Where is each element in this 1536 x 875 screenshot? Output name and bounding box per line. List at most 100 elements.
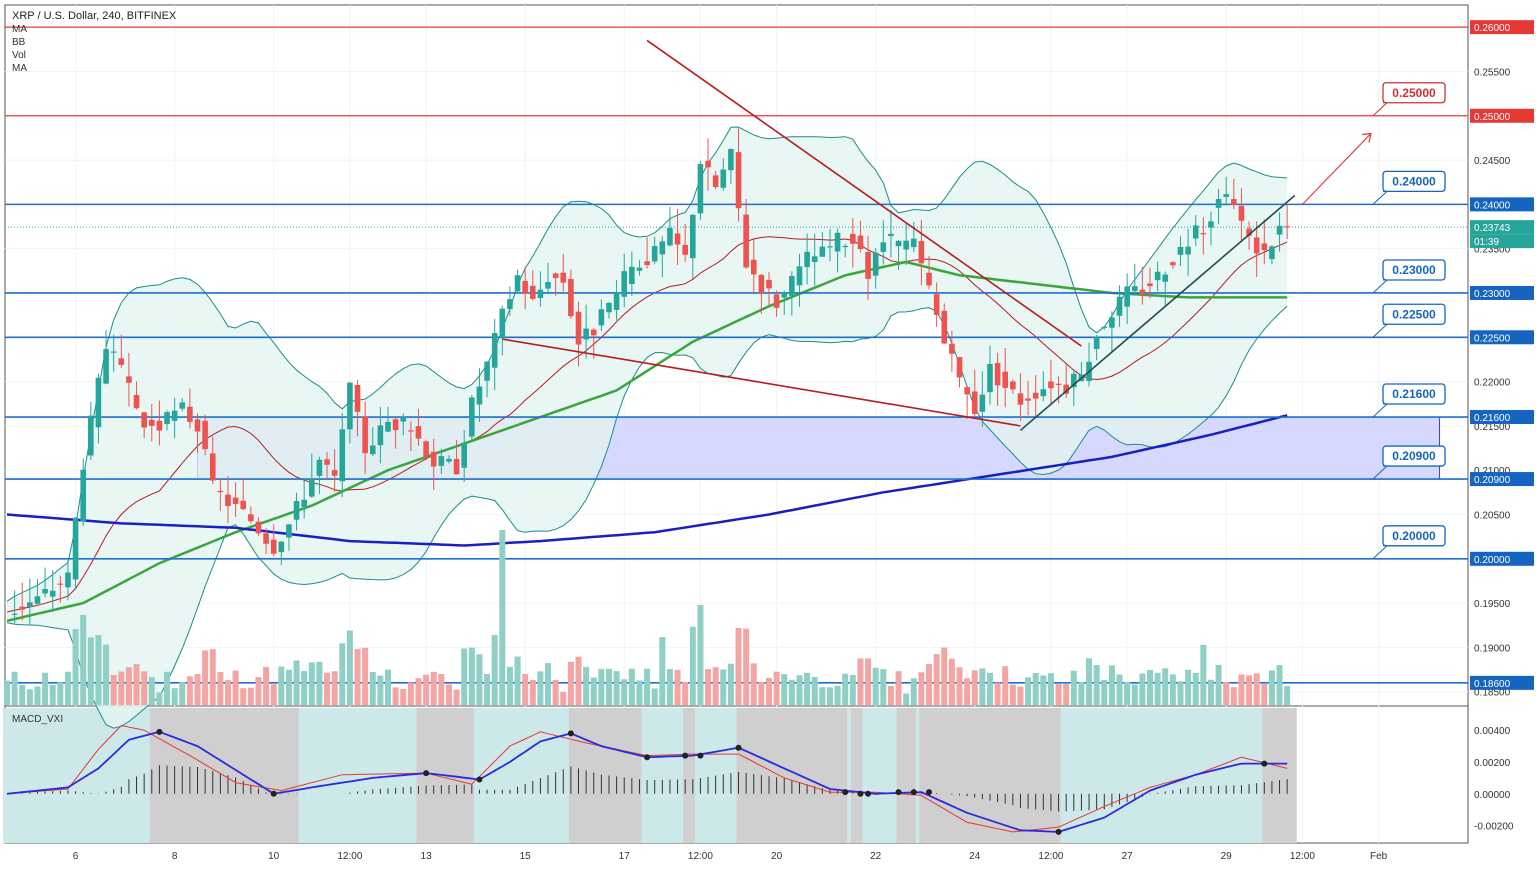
candle-body bbox=[118, 358, 125, 365]
candle-body bbox=[309, 478, 315, 497]
indicator-bb[interactable]: BB bbox=[12, 37, 26, 48]
indicator-ma-2[interactable]: MA bbox=[12, 63, 27, 74]
candle-body bbox=[164, 412, 170, 425]
volume-bar bbox=[4, 680, 10, 705]
candle bbox=[1215, 188, 1222, 225]
volume-bar bbox=[674, 669, 681, 705]
candle bbox=[499, 305, 506, 356]
candle-body bbox=[507, 299, 513, 310]
y-tick-label: 0.21500 bbox=[1474, 422, 1511, 433]
candle bbox=[910, 221, 917, 252]
callout-box bbox=[1382, 170, 1446, 193]
candle bbox=[57, 575, 64, 603]
candle bbox=[331, 449, 338, 493]
macd-gray-segment bbox=[736, 708, 848, 843]
candle-body bbox=[827, 246, 833, 248]
volume-bar bbox=[209, 649, 216, 705]
candle bbox=[850, 218, 856, 268]
candle-body bbox=[42, 589, 48, 594]
volume-bar bbox=[1040, 675, 1047, 705]
volume-bar bbox=[529, 680, 536, 705]
candle bbox=[1177, 236, 1184, 266]
candle-body bbox=[560, 272, 567, 283]
candle-body bbox=[1238, 205, 1245, 221]
volume-bar bbox=[583, 666, 590, 705]
callout-support: 0.20000 bbox=[1372, 525, 1446, 560]
candle-body bbox=[758, 274, 765, 293]
volume-bar bbox=[621, 679, 628, 705]
volume-bar bbox=[773, 671, 780, 705]
volume-bar bbox=[324, 672, 331, 705]
x-tick-label: 8 bbox=[172, 851, 178, 862]
macd-cross-point bbox=[423, 770, 430, 777]
candle-body bbox=[766, 280, 772, 289]
candle-body bbox=[964, 387, 970, 395]
x-tick-label: 12:00 bbox=[688, 851, 713, 862]
candle bbox=[164, 410, 170, 431]
candle-body bbox=[834, 232, 841, 252]
candle-body bbox=[408, 430, 414, 432]
candle-body bbox=[956, 357, 963, 378]
volume-bar bbox=[133, 664, 140, 705]
candle bbox=[1238, 188, 1245, 242]
volume-bar bbox=[217, 672, 224, 705]
candle bbox=[773, 290, 780, 317]
volume-bar bbox=[1230, 687, 1237, 705]
macd-label[interactable]: MACD_VXI bbox=[12, 714, 64, 725]
candle bbox=[1010, 379, 1016, 394]
candle-body bbox=[476, 386, 483, 405]
y-tick-label: 0.25500 bbox=[1474, 67, 1511, 78]
volume-bar bbox=[788, 679, 795, 705]
volume-bar bbox=[468, 647, 475, 705]
volume-bar bbox=[941, 647, 948, 705]
candle bbox=[1040, 371, 1047, 402]
callout-box bbox=[1382, 259, 1446, 281]
candle-body bbox=[331, 470, 338, 476]
support-price-tag-bg bbox=[1470, 551, 1534, 566]
volume-bar bbox=[1246, 675, 1253, 705]
macd-cross-point bbox=[476, 776, 483, 783]
candle-body bbox=[971, 391, 978, 414]
indicator-vol[interactable]: Vol bbox=[12, 50, 26, 61]
candle-body bbox=[171, 410, 178, 421]
volume-bar bbox=[392, 687, 399, 705]
candle bbox=[27, 578, 33, 625]
candle bbox=[720, 158, 727, 191]
volume-bar bbox=[1131, 684, 1138, 705]
candle bbox=[766, 272, 772, 307]
volume-bar bbox=[735, 627, 742, 705]
macd-gray-segment bbox=[1262, 708, 1297, 843]
candle-body bbox=[819, 246, 826, 257]
volume-bar bbox=[933, 654, 940, 705]
indicator-ma[interactable]: MA bbox=[12, 24, 27, 35]
volume-bar bbox=[1215, 664, 1222, 705]
volume-bar bbox=[758, 681, 765, 705]
support-price-tag-bg bbox=[1470, 675, 1534, 690]
macd-cross-point bbox=[156, 728, 163, 735]
candle-body bbox=[19, 606, 26, 610]
volume-bar bbox=[64, 671, 71, 705]
volume-bar bbox=[948, 658, 955, 705]
y-tick-label: 0.19000 bbox=[1474, 643, 1511, 654]
bollinger-lower bbox=[6, 305, 1288, 729]
candles bbox=[11, 128, 1290, 625]
volume-bar bbox=[1177, 681, 1184, 705]
macd-gray-segment bbox=[919, 708, 1061, 843]
candle-body bbox=[248, 514, 254, 522]
candle-body bbox=[392, 419, 399, 431]
candle bbox=[1231, 178, 1237, 210]
candle bbox=[629, 251, 635, 296]
volume-bar bbox=[141, 671, 148, 705]
volume-bar bbox=[872, 667, 879, 705]
candle-body bbox=[148, 419, 155, 426]
volume-bar bbox=[1002, 666, 1009, 705]
candle-body bbox=[1002, 371, 1009, 388]
candle-body bbox=[316, 459, 323, 476]
candle-body bbox=[857, 235, 864, 250]
volume-bar bbox=[308, 662, 315, 705]
candle-body bbox=[453, 458, 460, 475]
macd-cross-point bbox=[735, 744, 742, 751]
volume-bar bbox=[766, 677, 772, 705]
candle bbox=[309, 453, 315, 499]
